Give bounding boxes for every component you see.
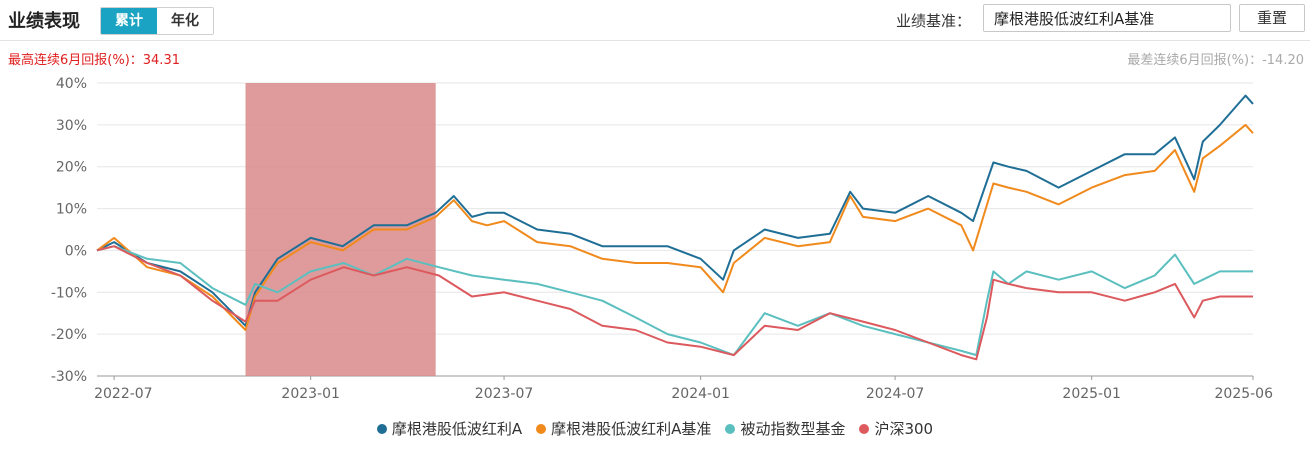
legend-label: 沪深300	[874, 420, 934, 438]
section-title: 业绩表现	[8, 11, 80, 32]
y-tick-label: 40%	[56, 76, 87, 92]
x-tick-label: 2024-07	[866, 386, 925, 402]
legend-marker-icon	[536, 423, 547, 434]
y-tick-label: 20%	[56, 160, 87, 176]
x-tick-label: 2024-01	[671, 386, 730, 402]
legend-label: 摩根港股低波红利A基准	[551, 420, 712, 438]
x-tick-label: 2023-07	[475, 386, 534, 402]
reset-button[interactable]: 重置	[1239, 4, 1305, 32]
legend-label: 被动指数型基金	[740, 420, 846, 438]
performance-chart: 40% 30% 20% 10% 0% -10% -20% -30% 2022-07 2023-01…	[51, 76, 1274, 402]
series-line-4	[96, 245, 1253, 361]
legend-label: 摩根港股低波红利A	[391, 420, 523, 438]
legend-item[interactable]: 摩根港股低波红利A	[376, 418, 523, 439]
view-toggle: 累计 年化	[100, 7, 214, 35]
x-tick-label: 2022-07	[94, 386, 153, 402]
series-line-2	[96, 123, 1254, 331]
tab-annualized[interactable]: 年化	[157, 8, 213, 34]
y-tick-label: 30%	[56, 118, 87, 134]
x-tick-label: 2023-01	[281, 386, 340, 402]
x-tick-label: 2025-06	[1215, 386, 1274, 402]
legend-marker-icon	[859, 423, 870, 434]
benchmark-select[interactable]: 摩根港股低波红利A基准	[983, 4, 1231, 32]
worst-6m-return: 最差连续6月回报(%)：-14.20	[1127, 53, 1304, 68]
benchmark-label: 业绩基准：	[896, 12, 972, 30]
legend-item[interactable]: 被动指数型基金	[725, 418, 845, 439]
legend-marker-icon	[376, 423, 387, 434]
y-tick-label: -30%	[51, 369, 87, 385]
legend-item[interactable]: 沪深300	[859, 418, 933, 439]
y-tick-label: 10%	[56, 202, 87, 218]
series-line-1	[96, 94, 1254, 327]
y-tick-label: -10%	[51, 285, 87, 301]
x-tick-label: 2025-01	[1062, 386, 1121, 402]
legend-item[interactable]: 摩根港股低波红利A基准	[536, 418, 711, 439]
chart-legend: 摩根港股低波红利A 摩根港股低波红利A基准 被动指数型基金 沪深300	[0, 418, 1310, 439]
y-tick-label: -20%	[51, 327, 87, 343]
header-bar: 业绩表现 累计 年化 业绩基准： 摩根港股低波红利A基准 重置	[0, 0, 1310, 41]
y-tick-label: 0%	[65, 243, 87, 259]
tab-cumulative[interactable]: 累计	[101, 8, 157, 34]
legend-marker-icon	[725, 423, 736, 434]
best-6m-return: 最高连续6月回报(%)：34.31	[8, 53, 180, 68]
